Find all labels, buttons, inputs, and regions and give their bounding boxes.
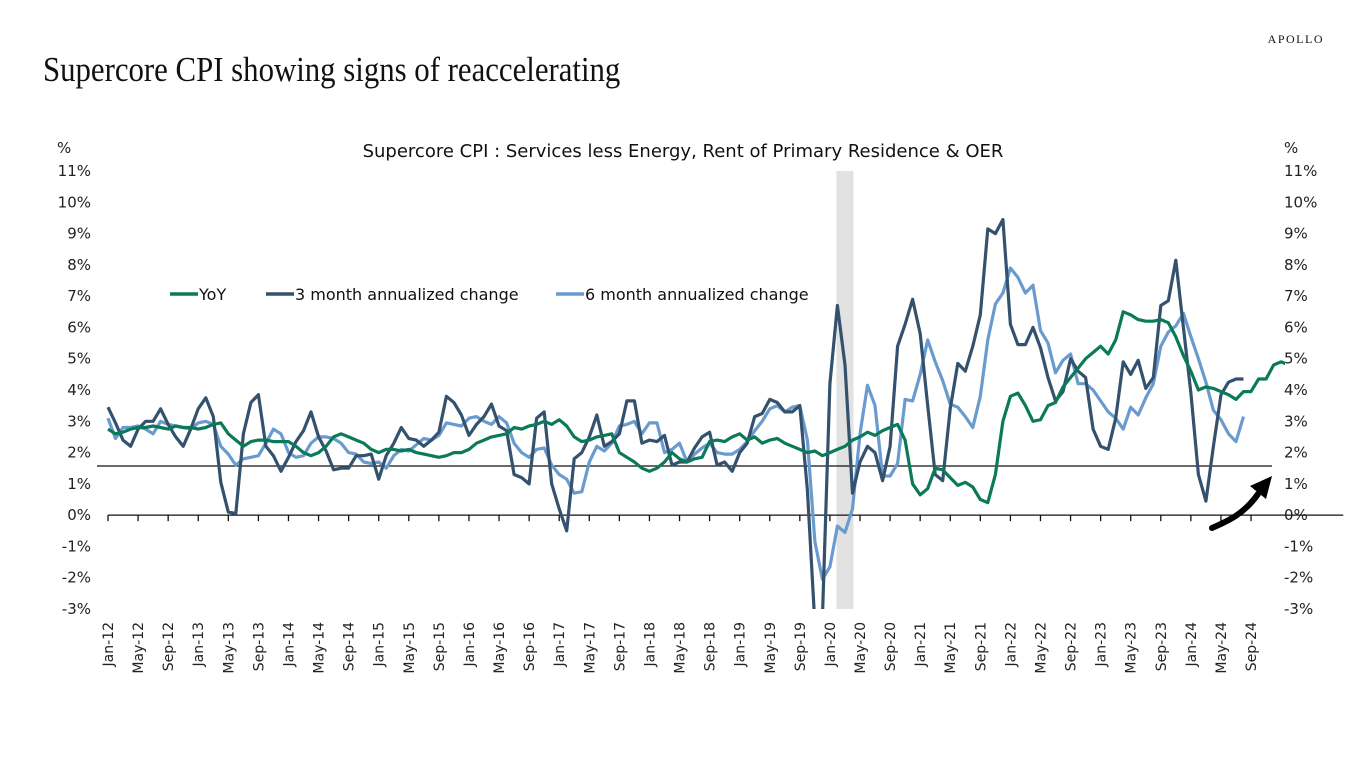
legend-label: 6 month annualized change	[585, 285, 809, 304]
series-line-3-month-annualized-change	[106, 217, 1244, 609]
x-tick-label: Sep-18	[703, 622, 719, 671]
y-tick-label-right: 2%	[1284, 444, 1308, 462]
series-layer	[106, 217, 1285, 609]
x-tick-label: Sep-14	[342, 622, 358, 671]
x-tick-label: Sep-12	[161, 622, 177, 671]
x-tick-label: Jan-17	[552, 622, 568, 667]
x-tick-label: Sep-21	[973, 622, 989, 671]
x-tick-label: Jan-15	[372, 622, 388, 667]
y-tick-label-right: 3%	[1284, 412, 1308, 430]
series-line-yoy	[107, 310, 1285, 505]
y-tick-label-right: 7%	[1284, 287, 1308, 305]
chart-title: Supercore CPI : Services less Energy, Re…	[363, 141, 1004, 162]
y-tick-label-left: 11%	[58, 162, 91, 180]
y-tick-label-left: 7%	[67, 287, 91, 305]
x-tick-label: Jan-14	[281, 622, 297, 668]
y-tick-label-right: 6%	[1284, 318, 1308, 336]
legend: YoY 3 month annualized change 6 month annu…	[170, 285, 809, 304]
x-tick-label: Jan-16	[462, 622, 478, 668]
x-tick-label: Jan-12	[101, 622, 117, 667]
y-tick-label-left: 2%	[67, 444, 91, 462]
y-tick-label-right: 8%	[1284, 256, 1308, 274]
x-axis: Jan-12 May-12 Sep-12 Jan-13 May-13 Sep-13 Jan-…	[101, 514, 1344, 674]
x-tick-label: Sep-23	[1154, 622, 1170, 671]
x-tick-label: May-14	[312, 622, 328, 674]
x-tick-label: Sep-22	[1064, 622, 1080, 671]
y-tick-label-left: 1%	[67, 475, 91, 493]
x-tick-label: May-15	[402, 622, 418, 674]
legend-item: YoY	[170, 285, 226, 304]
y-tick-label-left: 3%	[67, 412, 91, 430]
y-tick-label-left: 0%	[67, 506, 91, 524]
page-title: Supercore CPI showing signs of reacceler…	[43, 50, 621, 89]
x-tick-label: May-20	[853, 622, 869, 674]
x-tick-label: May-19	[763, 622, 779, 674]
y-tick-label-right: 4%	[1284, 381, 1308, 399]
y-tick-label-left: 6%	[67, 318, 91, 336]
y-tick-label-left: 9%	[67, 225, 91, 243]
y-tick-label-left: 10%	[58, 193, 91, 211]
reacceleration-arrow-icon	[1209, 476, 1272, 531]
legend-label: 3 month annualized change	[295, 285, 519, 304]
x-tick-label: Jan-18	[642, 622, 658, 667]
y-axis-left: 11% 10% 9% 8% 7% 6% 5% 4% 3% 2% 1% 0% -1% -2% -3%	[58, 162, 91, 618]
x-tick-label: May-13	[221, 622, 237, 674]
y-tick-label-right: 9%	[1284, 225, 1308, 243]
x-tick-label: May-22	[1033, 622, 1049, 674]
x-tick-label: Sep-20	[883, 622, 899, 671]
brand-logo: APOLLO	[1267, 32, 1324, 46]
y-axis-left-unit: %	[57, 139, 71, 157]
x-tick-label: Sep-15	[432, 622, 448, 671]
x-tick-label: Sep-19	[793, 622, 809, 671]
x-tick-label: Jan-23	[1094, 622, 1110, 667]
legend-label: YoY	[198, 285, 226, 304]
x-tick-label: Sep-16	[522, 622, 538, 671]
y-axis-right: 11%10%9%8%7%6%5%4%3%2%1%0%-1%-2%-3%	[1284, 162, 1317, 618]
y-tick-label-left: -3%	[62, 600, 91, 618]
y-tick-label-right: 11%	[1284, 162, 1317, 180]
y-tick-label-right: 5%	[1284, 350, 1308, 368]
x-tick-label: Jan-21	[913, 622, 929, 667]
y-tick-label-left: -1%	[62, 537, 91, 555]
y-tick-label-right: -1%	[1284, 537, 1313, 555]
x-tick-label: May-16	[492, 622, 508, 674]
x-tick-label: Jan-24	[1184, 622, 1200, 668]
x-tick-label: Sep-13	[251, 622, 267, 671]
x-tick-label: Jan-13	[191, 622, 207, 667]
y-tick-label-left: 4%	[67, 381, 91, 399]
x-tick-label: Jan-19	[733, 622, 749, 667]
y-tick-label-left: -2%	[62, 569, 91, 587]
x-tick-label: May-24	[1214, 622, 1230, 674]
x-tick-label: Jan-22	[1003, 622, 1019, 667]
y-axis-right-unit: %	[1284, 139, 1298, 157]
series-line-6-month-annualized-change	[106, 266, 1246, 581]
y-tick-label-right: -2%	[1284, 569, 1313, 587]
x-tick-label: Jan-20	[823, 622, 839, 667]
y-tick-label-right: -3%	[1284, 600, 1313, 618]
legend-item: 3 month annualized change	[266, 285, 519, 304]
legend-item: 6 month annualized change	[556, 285, 809, 304]
y-tick-label-left: 5%	[67, 350, 91, 368]
x-tick-label: May-18	[673, 622, 689, 674]
y-tick-label-right: 1%	[1284, 475, 1308, 493]
x-tick-label: May-21	[943, 622, 959, 674]
x-tick-label: May-12	[131, 622, 147, 674]
x-tick-label: Sep-24	[1244, 622, 1260, 671]
x-tick-label: Sep-17	[612, 622, 628, 671]
y-tick-label-left: 8%	[67, 256, 91, 274]
x-tick-label: May-23	[1124, 622, 1140, 674]
x-tick-label: May-17	[582, 622, 598, 674]
y-tick-label-right: 10%	[1284, 193, 1317, 211]
